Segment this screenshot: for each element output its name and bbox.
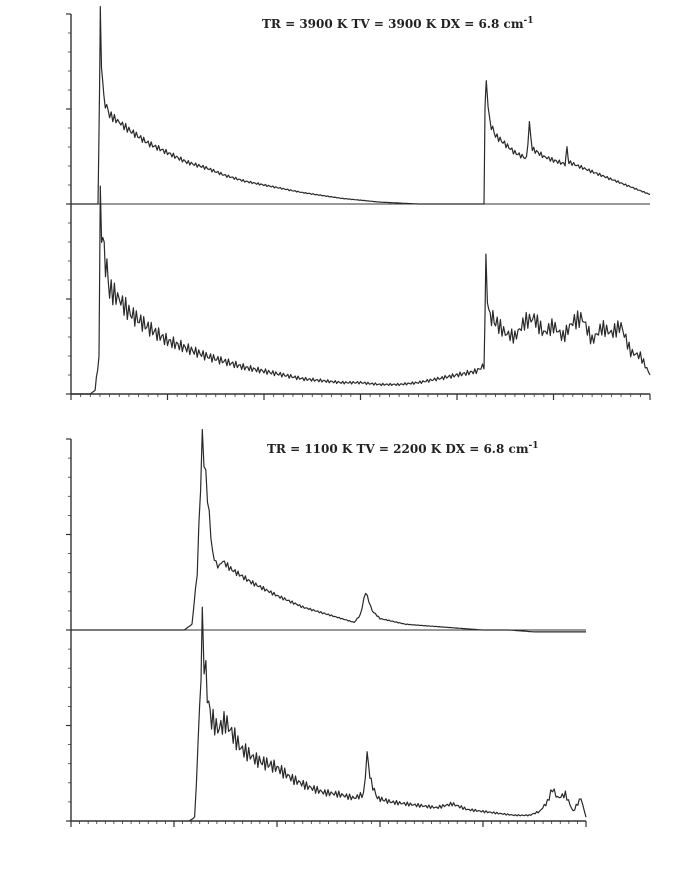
header-main: TR = 1100 K TV = 2200 K DX = 6.8 cm	[267, 442, 529, 456]
simulated-spectrum-line	[71, 428, 586, 633]
condition-header: TR = 1100 K TV = 2200 K DX = 6.8 cm-1	[267, 441, 539, 456]
observed-spectrum-line	[189, 606, 587, 822]
header-superscript: -1	[529, 441, 539, 451]
header-main: TR = 3900 K TV = 3900 K DX = 6.8 cm	[262, 17, 524, 31]
observed-spectrum-line	[71, 185, 651, 395]
header-superscript: -1	[524, 16, 534, 26]
condition-header: TR = 3900 K TV = 3900 K DX = 6.8 cm-1	[262, 16, 534, 31]
simulated-spectrum-line	[71, 5, 651, 205]
chart-top: TR = 3900 K TV = 3900 K DX = 6.8 cm-1	[66, 5, 651, 400]
chart-bottom: TR = 1100 K TV = 2200 K DX = 6.8 cm-1	[66, 428, 587, 827]
